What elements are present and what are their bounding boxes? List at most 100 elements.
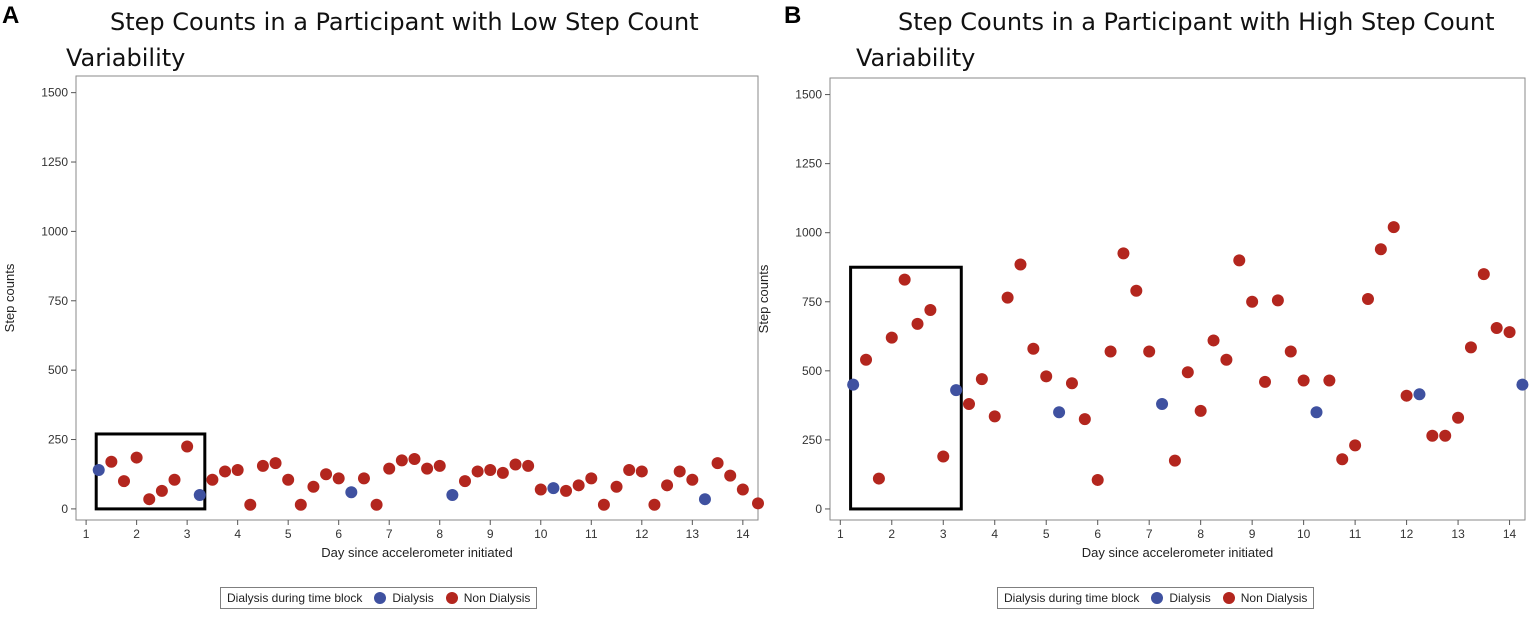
- dialysis-point: [1516, 378, 1529, 391]
- dialysis-point: [193, 489, 206, 502]
- x-tick-label: 2: [888, 527, 895, 541]
- y-tick-label: 1000: [795, 226, 822, 240]
- legend-title: Dialysis during time block: [1004, 591, 1140, 605]
- non-dialysis-point: [307, 480, 320, 493]
- legend-dialysis-label: Dialysis: [392, 591, 434, 605]
- non-dialysis-point: [736, 483, 749, 496]
- non-dialysis-point: [1464, 341, 1477, 354]
- non-dialysis-point: [206, 473, 219, 486]
- non-dialysis-point: [560, 484, 573, 497]
- non-dialysis-point: [711, 457, 724, 470]
- non-dialysis-point: [219, 465, 232, 478]
- x-tick-label: 10: [1297, 527, 1311, 541]
- legend: Dialysis during time block Dialysis Non …: [997, 587, 1315, 609]
- x-tick-label: 10: [534, 527, 548, 541]
- non-dialysis-point: [496, 466, 509, 479]
- legend-non-dialysis-label: Non Dialysis: [463, 591, 531, 605]
- non-dialysis-point: [911, 317, 924, 330]
- non-dialysis-point: [509, 458, 522, 471]
- non-dialysis-point: [1284, 345, 1297, 358]
- x-tick-label: 4: [234, 527, 241, 541]
- non-dialysis-point: [610, 480, 623, 493]
- legend-dialysis-marker: [374, 592, 387, 604]
- x-axis-label: Day since accelerometer initiated: [1082, 545, 1273, 560]
- y-tick-label: 500: [48, 363, 68, 377]
- non-dialysis-point: [433, 459, 446, 472]
- non-dialysis-point: [752, 497, 764, 510]
- y-tick-label: 750: [802, 295, 822, 309]
- panel-label: B: [784, 2, 802, 29]
- x-tick-label: 3: [940, 527, 947, 541]
- non-dialysis-point: [294, 498, 307, 511]
- chart-title-line-2: Variability: [66, 44, 186, 72]
- x-tick-label: 1: [837, 527, 844, 541]
- non-dialysis-point: [1027, 342, 1040, 355]
- chart-title-line-1: Step Counts in a Participant with High S…: [898, 8, 1495, 36]
- non-dialysis-point: [181, 440, 194, 453]
- x-tick-label: 13: [686, 527, 700, 541]
- non-dialysis-point: [1349, 439, 1362, 452]
- non-dialysis-point: [1001, 291, 1014, 304]
- legend-non-dialysis-marker: [445, 592, 458, 604]
- x-tick-label: 4: [991, 527, 998, 541]
- y-tick-label: 0: [815, 502, 822, 516]
- x-tick-label: 14: [736, 527, 750, 541]
- non-dialysis-point: [168, 473, 181, 486]
- non-dialysis-point: [1361, 293, 1374, 305]
- non-dialysis-point: [1130, 284, 1143, 297]
- non-dialysis-point: [937, 450, 950, 463]
- non-dialysis-point: [383, 462, 396, 475]
- y-tick-label: 1250: [41, 155, 68, 169]
- non-dialysis-point: [1297, 374, 1310, 387]
- non-dialysis-point: [1091, 473, 1104, 486]
- non-dialysis-point: [117, 475, 130, 488]
- non-dialysis-point: [1065, 377, 1078, 390]
- x-tick-label: 9: [487, 527, 494, 541]
- non-dialysis-point: [421, 462, 434, 475]
- chart-panel-a: A Step Counts in a Participant with Low …: [0, 0, 765, 620]
- non-dialysis-point: [534, 483, 547, 496]
- x-tick-label: 12: [635, 527, 649, 541]
- non-dialysis-point: [860, 353, 873, 366]
- non-dialysis-point: [1181, 366, 1194, 379]
- non-dialysis-point: [484, 464, 497, 477]
- non-dialysis-point: [635, 465, 648, 478]
- non-dialysis-point: [1168, 454, 1181, 467]
- y-tick-label: 0: [61, 502, 68, 516]
- plot-area-frame: [829, 77, 1526, 521]
- x-tick-label: 6: [335, 527, 342, 541]
- non-dialysis-point: [975, 373, 988, 386]
- dialysis-point: [547, 482, 560, 495]
- x-tick-label: 14: [1503, 527, 1517, 541]
- dialysis-point: [92, 464, 105, 477]
- y-tick-label: 500: [802, 364, 822, 378]
- non-dialysis-point: [1336, 453, 1349, 466]
- non-dialysis-point: [408, 452, 421, 465]
- non-dialysis-point: [1323, 374, 1336, 387]
- x-tick-label: 6: [1094, 527, 1101, 541]
- chart-panel-b: B Step Counts in a Participant with High…: [756, 0, 1535, 620]
- non-dialysis-point: [320, 468, 333, 481]
- non-dialysis-point: [648, 498, 661, 511]
- x-tick-label: 5: [1043, 527, 1050, 541]
- non-dialysis-point: [1040, 370, 1053, 383]
- non-dialysis-point: [1439, 429, 1452, 442]
- non-dialysis-point: [1194, 404, 1207, 417]
- non-dialysis-point: [244, 498, 257, 511]
- dialysis-point: [950, 384, 963, 397]
- highlight-box: [849, 265, 963, 511]
- legend-non-dialysis-marker: [1222, 592, 1235, 604]
- legend-title: Dialysis during time block: [227, 591, 363, 605]
- non-dialysis-point: [1220, 353, 1233, 366]
- dialysis-point: [1156, 397, 1169, 410]
- non-dialysis-point: [1014, 258, 1027, 271]
- non-dialysis-point: [1426, 429, 1439, 442]
- x-tick-label: 11: [585, 527, 598, 541]
- non-dialysis-point: [155, 484, 168, 497]
- non-dialysis-point: [661, 479, 674, 492]
- legend-dialysis-marker: [1151, 592, 1164, 604]
- x-tick-label: 8: [436, 527, 443, 541]
- non-dialysis-point: [1374, 243, 1387, 256]
- x-tick-label: 2: [133, 527, 140, 541]
